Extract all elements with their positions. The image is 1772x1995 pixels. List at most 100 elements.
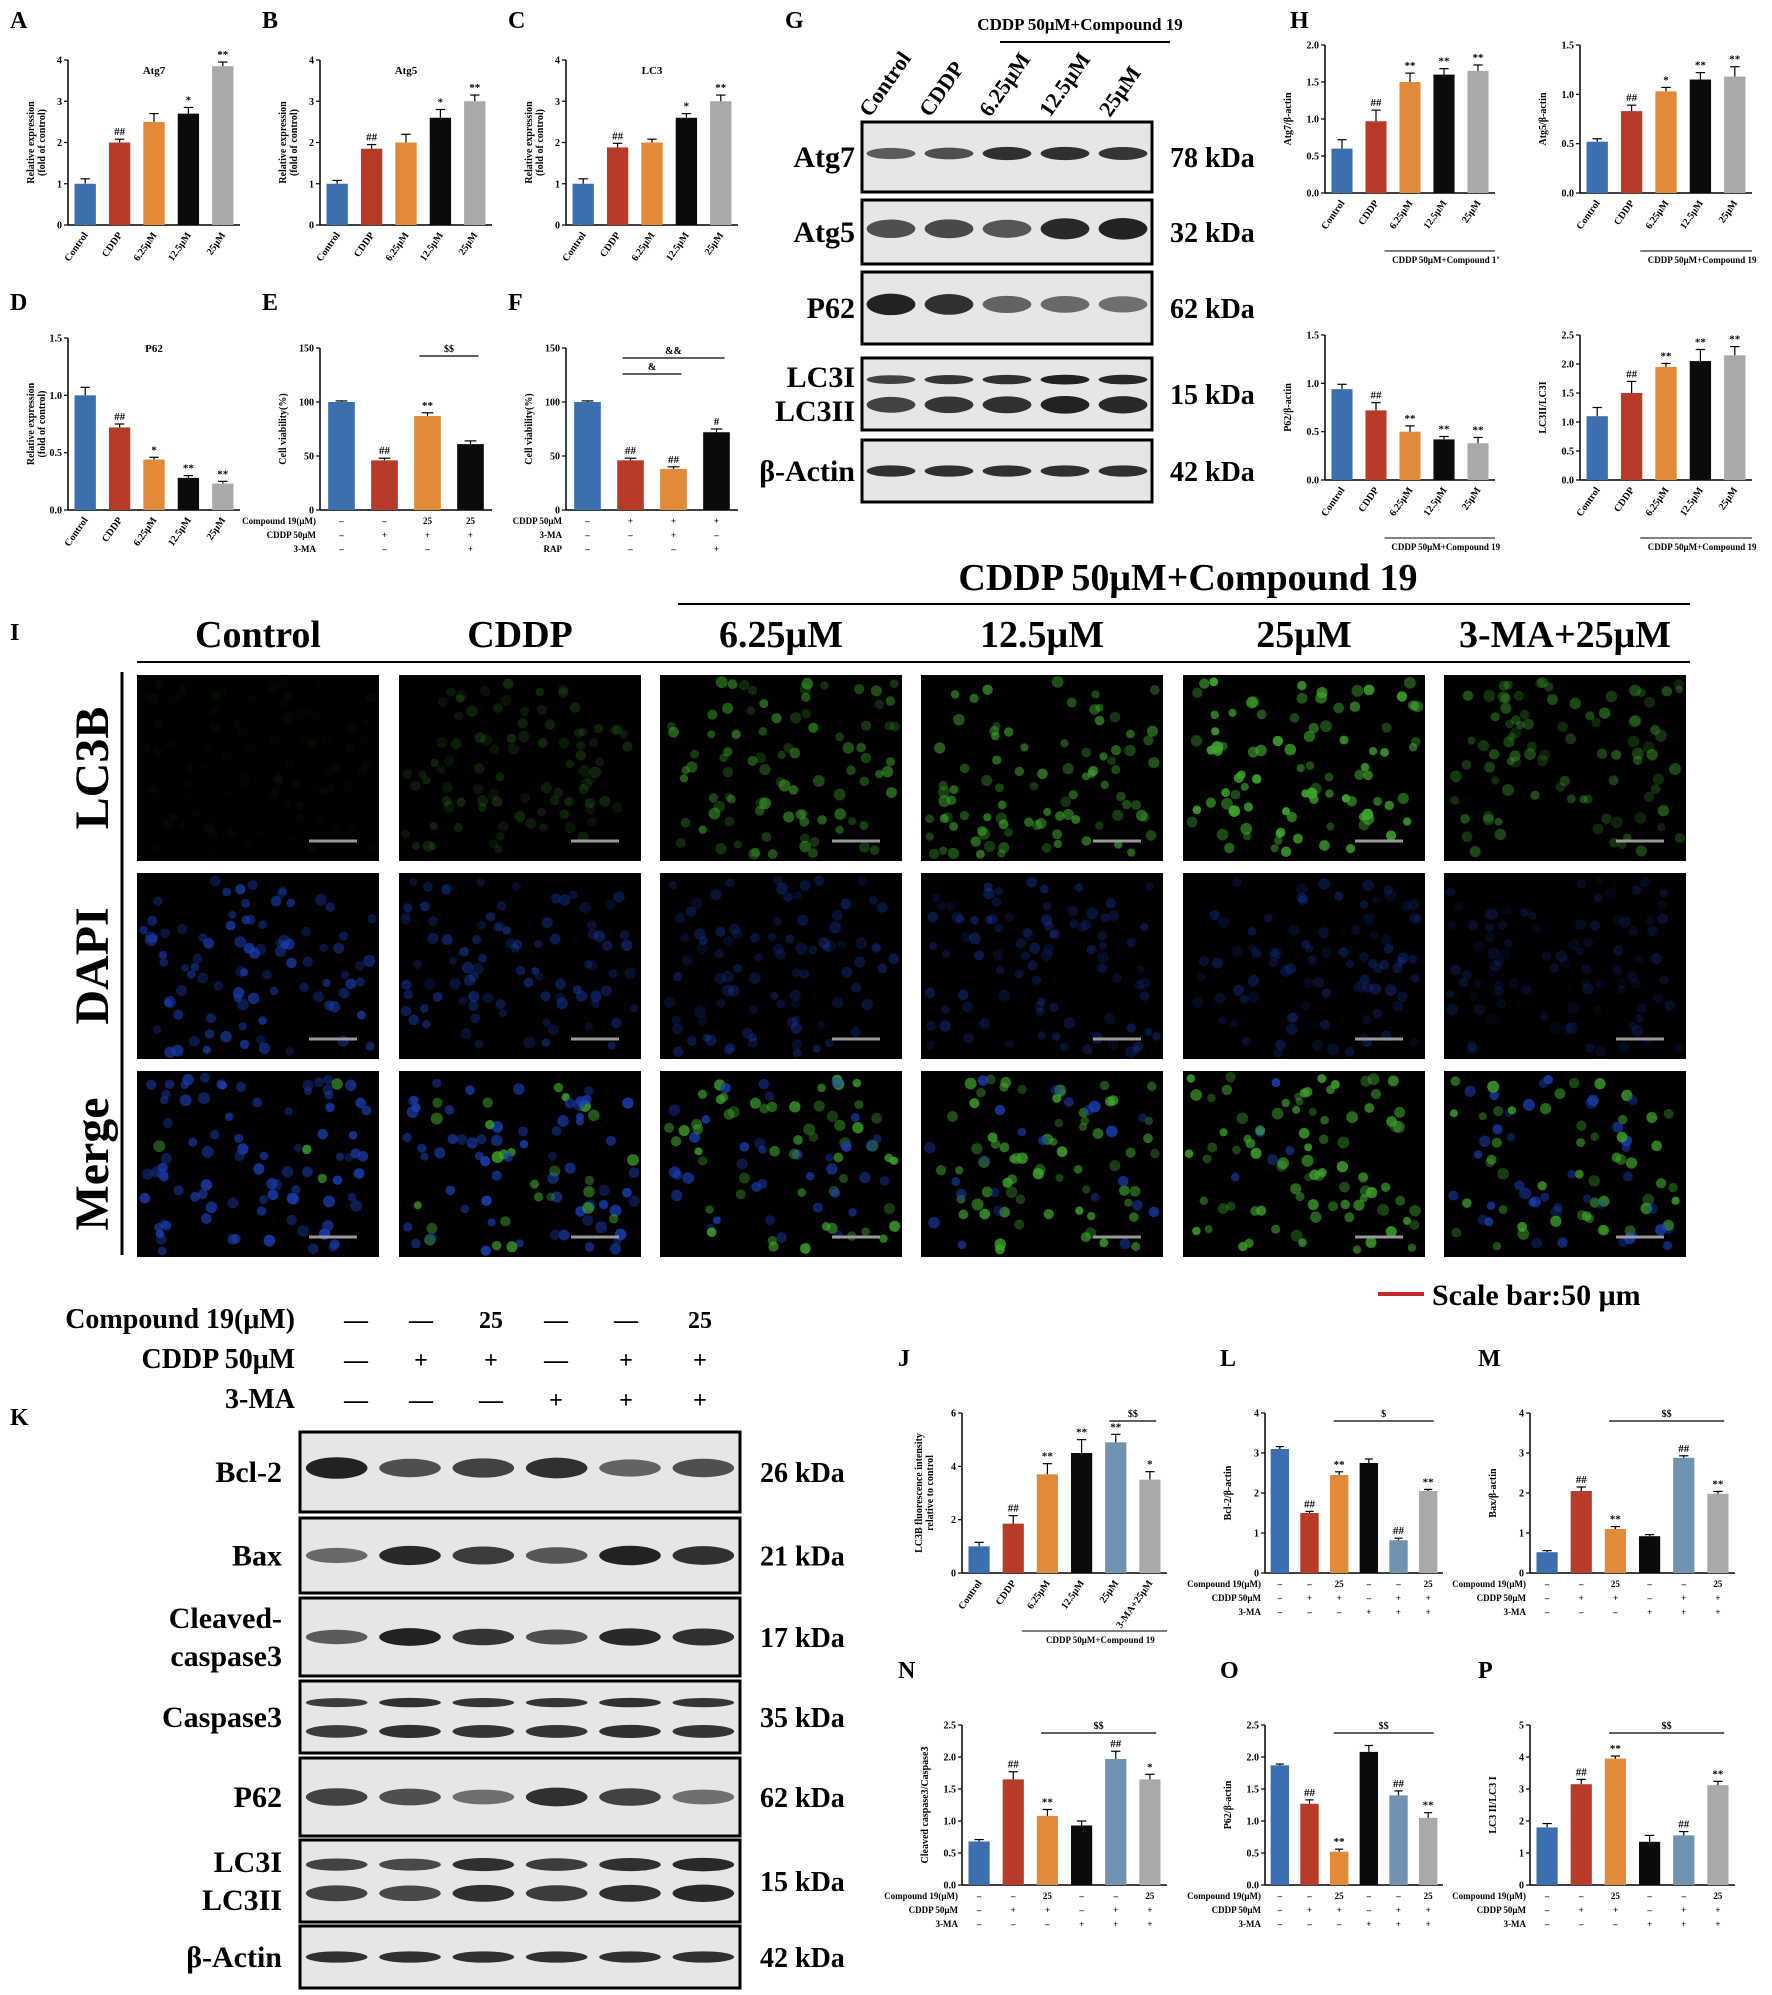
- bar: [1359, 1463, 1379, 1573]
- cell-nucleus: [164, 1079, 175, 1089]
- cell-nucleus: [293, 708, 305, 720]
- cell-nucleus: [503, 678, 514, 689]
- protein-band: [379, 1951, 441, 1963]
- treatment-value: +: [1079, 1919, 1084, 1929]
- cell-nucleus: [322, 978, 331, 988]
- cell-nucleus: [272, 774, 284, 786]
- cell-nucleus: [1365, 1236, 1377, 1249]
- treatment-value: +: [1307, 1593, 1312, 1603]
- cell-nucleus: [1211, 727, 1220, 736]
- cell-nucleus: [1618, 1042, 1630, 1053]
- cell-nucleus: [427, 916, 439, 927]
- y-tick-label: 1.5: [1307, 78, 1320, 89]
- cell-nucleus: [792, 1048, 802, 1058]
- cell-nucleus: [1632, 755, 1643, 765]
- treatment-value: —: [543, 1308, 569, 1334]
- cell-nucleus: [1383, 944, 1394, 954]
- y-axis-label: Relative expression: [524, 101, 535, 184]
- significance-label: #: [714, 416, 720, 428]
- cell-nucleus: [1362, 812, 1375, 825]
- cell-nucleus: [549, 1229, 561, 1241]
- cell-nucleus: [1099, 1238, 1109, 1248]
- cell-nucleus: [1467, 1040, 1477, 1051]
- significance-label: *: [684, 101, 690, 113]
- cell-nucleus: [1359, 974, 1370, 985]
- cell-nucleus: [1449, 1109, 1458, 1118]
- cell-nucleus: [1625, 1157, 1638, 1169]
- cell-nucleus: [361, 717, 371, 726]
- cell-nucleus: [1099, 1080, 1110, 1091]
- cell-nucleus: [1150, 685, 1160, 695]
- cell-nucleus: [491, 796, 503, 808]
- y-tick-label: 2: [555, 138, 560, 149]
- cell-nucleus: [1486, 1154, 1497, 1165]
- bar: [968, 1546, 990, 1573]
- cell-nucleus: [681, 765, 690, 775]
- cell-nucleus: [1267, 1154, 1279, 1166]
- cell-nucleus: [595, 1221, 608, 1234]
- cell-nucleus: [602, 940, 613, 952]
- cell-nucleus: [154, 1222, 164, 1232]
- cell-nucleus: [1035, 817, 1047, 829]
- cell-nucleus: [723, 747, 733, 757]
- x-tick-label: 25μM: [1717, 485, 1741, 512]
- cell-nucleus: [297, 1225, 310, 1237]
- x-tick-label: 6.25μM: [1644, 485, 1672, 518]
- cell-nucleus: [158, 950, 168, 960]
- cell-nucleus: [541, 1038, 551, 1047]
- x-tick-label: CDDP: [1357, 198, 1382, 227]
- cell-nucleus: [161, 1220, 172, 1231]
- cell-nucleus: [1125, 1046, 1137, 1058]
- y-tick-label: 1.0: [1307, 115, 1320, 126]
- cell-nucleus: [1004, 912, 1014, 922]
- bar: [1036, 1815, 1059, 1885]
- cell-nucleus: [324, 1090, 334, 1100]
- protein-band: [452, 1951, 515, 1963]
- treatment-value: +: [1147, 1919, 1152, 1929]
- y-tick-label: 5: [1519, 1721, 1524, 1732]
- cell-nucleus: [1478, 1112, 1487, 1121]
- cell-nucleus: [872, 943, 881, 952]
- cell-nucleus: [832, 996, 844, 1009]
- cell-nucleus: [456, 690, 468, 701]
- cell-nucleus: [1116, 791, 1126, 802]
- significance-label: ##: [1008, 1503, 1020, 1515]
- cell-nucleus: [220, 750, 232, 762]
- treatment-value: –: [1277, 1905, 1283, 1915]
- cell-nucleus: [1411, 737, 1421, 747]
- cell-nucleus: [1611, 1152, 1622, 1163]
- cell-nucleus: [668, 1104, 681, 1116]
- cell-nucleus: [1326, 822, 1335, 831]
- cell-nucleus: [1519, 709, 1530, 720]
- cell-nucleus: [698, 825, 708, 834]
- cell-nucleus: [1136, 965, 1145, 975]
- cell-nucleus: [199, 762, 208, 771]
- cell-nucleus: [833, 788, 846, 801]
- cell-nucleus: [713, 800, 726, 813]
- protein-band: [1040, 374, 1090, 385]
- cell-nucleus: [207, 829, 219, 841]
- cell-nucleus: [1043, 1208, 1054, 1220]
- treatment-value: —: [543, 1348, 569, 1374]
- cell-nucleus: [492, 1240, 502, 1251]
- blot-label: Atg7: [793, 141, 855, 174]
- cell-nucleus: [549, 795, 560, 806]
- cell-nucleus: [1248, 991, 1260, 1004]
- cell-nucleus: [1263, 913, 1273, 923]
- cell-nucleus: [321, 734, 334, 746]
- cell-nucleus: [1543, 1075, 1554, 1085]
- cell-nucleus: [453, 823, 463, 833]
- cell-nucleus: [824, 940, 836, 953]
- blot-label: LC3I: [214, 1846, 282, 1879]
- cell-nucleus: [612, 724, 623, 735]
- cell-nucleus: [748, 848, 760, 860]
- cell-nucleus: [939, 1020, 951, 1032]
- treatment-row-label: 3-MA: [1504, 1919, 1527, 1929]
- cell-nucleus: [795, 942, 808, 955]
- cell-nucleus: [946, 795, 957, 806]
- treatment-value: 25: [1335, 1891, 1345, 1901]
- cell-nucleus: [1301, 789, 1310, 798]
- cell-nucleus: [672, 1023, 683, 1035]
- cell-nucleus: [1148, 1206, 1160, 1218]
- cell-nucleus: [1522, 718, 1534, 730]
